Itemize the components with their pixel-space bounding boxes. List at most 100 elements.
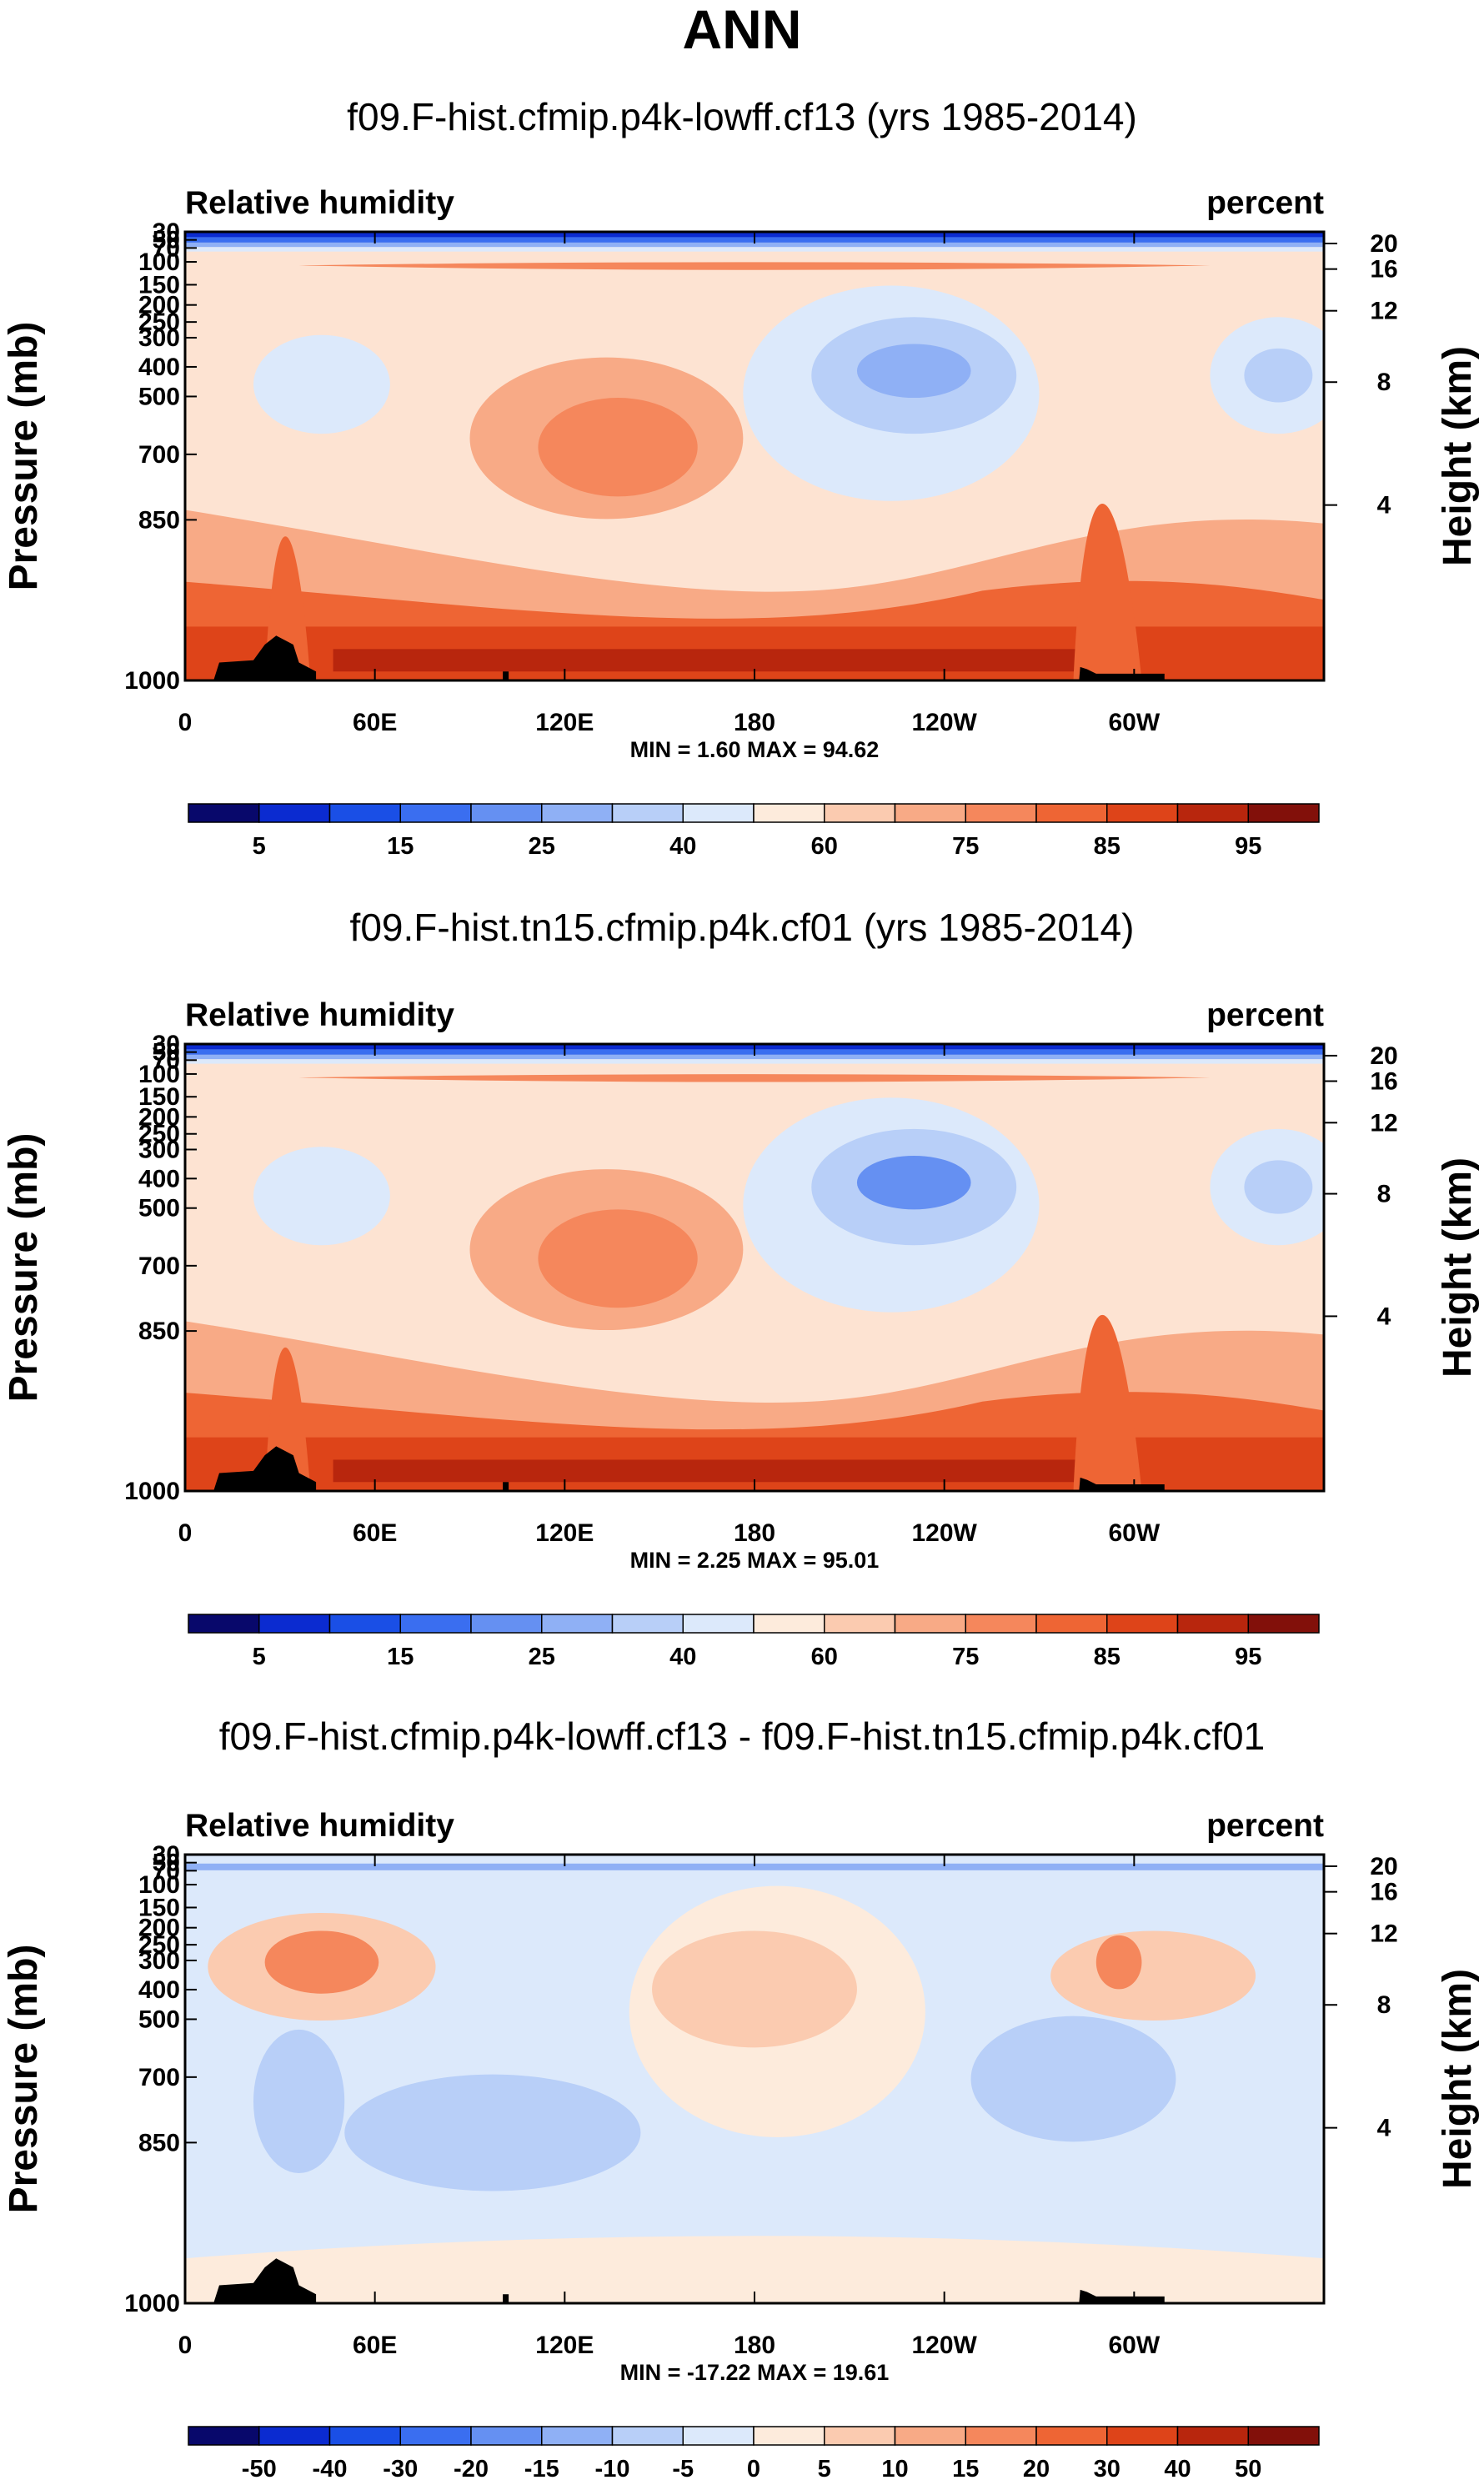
x-tick-label: 0: [178, 2332, 193, 2359]
tropopause-moist-band: [298, 1074, 1211, 1082]
chart-panel-1: f09.F-hist.cfmip.p4k-lowff.cf13 (yrs 198…: [2, 95, 1480, 860]
y2-tick-label: 12: [1370, 1109, 1397, 1137]
colorbar-swatch: [1247, 1614, 1320, 1634]
y2-tick-label: 20: [1370, 1853, 1397, 1880]
topography-mask: [1079, 666, 1165, 680]
colorbar-label: 0: [747, 2456, 760, 2480]
convective-plume: [1073, 504, 1142, 680]
colorbar-swatch: [328, 1614, 401, 1634]
colorbar-label: 85: [1094, 1644, 1121, 1670]
y2-axis-title: Height (km): [1436, 346, 1480, 566]
colorbar-swatch: [188, 1614, 260, 1634]
colorbar-swatch: [399, 1614, 472, 1634]
topography-mask: [1079, 1477, 1165, 1491]
positive-difference-core: [652, 1930, 857, 2048]
colorbar-label: -30: [383, 2456, 418, 2480]
x-tick-label: 120E: [535, 2332, 594, 2359]
colorbar: 5 15 25 40 60 75 85 95: [188, 803, 1320, 860]
colorbar-label: 30: [1094, 2456, 1121, 2480]
y-tick-label: 200: [138, 1103, 180, 1131]
colorbar-swatch: [611, 2426, 684, 2446]
colorbar-swatch: [1035, 2426, 1108, 2446]
colorbar-swatch: [682, 803, 755, 823]
topography-mask: [213, 1446, 317, 1491]
colorbar-swatch: [1247, 803, 1320, 823]
y-tick-label: 300: [138, 1947, 180, 1975]
colorbar-swatch: [753, 1614, 825, 1634]
min-max-label: MIN = 2.25 MAX = 95.01: [630, 1548, 880, 1573]
mid-level-moist-core: [538, 1209, 698, 1308]
upper-difference-band: [185, 1863, 1324, 1870]
colorbar-swatch: [1247, 2426, 1320, 2446]
y2-tick-label: 16: [1370, 256, 1397, 284]
dry-region-east-core: [1244, 348, 1313, 403]
colorbar-label: -10: [595, 2456, 630, 2480]
contour-field: [185, 1855, 1324, 2303]
colorbar-swatch: [470, 1614, 543, 1634]
x-tick-label: 180: [734, 709, 775, 736]
colorbar-swatch: [258, 2426, 331, 2446]
colorbar-swatch: [824, 1614, 896, 1634]
topography-mask: [503, 2294, 509, 2303]
colorbar-label: 25: [529, 1644, 555, 1670]
y-tick-label: 150: [138, 1083, 180, 1111]
colorbar-label: -5: [672, 2456, 694, 2480]
y-tick-label: 250: [138, 309, 180, 336]
colorbar-swatch: [894, 2426, 966, 2446]
colorbar-swatch: [1035, 803, 1108, 823]
upper-dry-band-edge: [185, 247, 1324, 252]
colorbar: 5 15 25 40 60 75 85 95: [188, 1614, 1320, 1670]
y2-tick-label: 4: [1377, 2115, 1391, 2142]
x-tick-label: 120E: [535, 1519, 594, 1547]
right-label: percent: [1206, 1808, 1324, 1844]
y-tick-label: 400: [138, 1976, 180, 2004]
y-tick-label: 850: [138, 506, 180, 534]
min-max-label: MIN = -17.22 MAX = 19.61: [620, 2360, 890, 2385]
chart-panel-2: f09.F-hist.tn15.cfmip.p4k.cf01 (yrs 1985…: [2, 906, 1480, 1670]
y-tick-label: 500: [138, 383, 180, 410]
topography-mask: [1079, 2289, 1165, 2303]
colorbar-label: -15: [524, 2456, 559, 2480]
dry-region-west: [253, 1147, 390, 1246]
colorbar-label: 5: [253, 833, 266, 860]
surface-positive-difference: [185, 2236, 1324, 2303]
x-tick-label: 0: [178, 709, 193, 736]
y-tick-label: 30: [153, 1841, 180, 1869]
y-tick-label: 100: [138, 1061, 180, 1088]
y-tick-label: 700: [138, 1253, 180, 1280]
y-tick-label: 70: [153, 1047, 180, 1074]
colorbar-label: 50: [1235, 2456, 1261, 2480]
surface-very-humid-band: [333, 1459, 1131, 1483]
x-tick-label: 120W: [911, 2332, 977, 2359]
colorbar-swatch: [894, 1614, 966, 1634]
colorbar-swatch: [328, 803, 401, 823]
colorbar-swatch: [188, 2426, 260, 2446]
right-label: percent: [1206, 185, 1324, 221]
colorbar-label: 60: [811, 833, 838, 860]
colorbar-swatch: [258, 1614, 331, 1634]
y-tick-label: 400: [138, 1165, 180, 1192]
colorbar-swatch: [965, 803, 1037, 823]
colorbar-label: -20: [454, 2456, 489, 2480]
colorbar-swatch: [188, 803, 260, 823]
colorbar: -50 -40 -30 -20 -15 -10 -5 0 5 10 15 20 30 40 50: [188, 2426, 1320, 2480]
y-tick-label: 50: [153, 1039, 180, 1067]
y-tick-label: 700: [138, 441, 180, 469]
y-axis-title: Pressure (mb): [2, 1133, 46, 1403]
upper-dry-band-edge: [185, 1059, 1324, 1064]
y-tick-label: 200: [138, 292, 180, 319]
x-tick-label: 60E: [353, 709, 397, 736]
dry-region-center: [856, 1156, 971, 1210]
negative-difference-region: [253, 2029, 345, 2173]
y-tick-label: 50: [153, 227, 180, 254]
tropopause-moist-band: [298, 262, 1211, 270]
colorbar-swatch: [682, 2426, 755, 2446]
y-tick-label: 850: [138, 2129, 180, 2156]
x-tick-label: 60E: [353, 2332, 397, 2359]
colorbar-swatch: [399, 2426, 472, 2446]
y2-tick-label: 20: [1370, 1042, 1397, 1070]
colorbar-label: 75: [952, 1644, 979, 1670]
dry-region-east-core: [1244, 1160, 1313, 1214]
surface-very-humid-band: [333, 649, 1131, 672]
negative-difference-region: [970, 2016, 1176, 2142]
